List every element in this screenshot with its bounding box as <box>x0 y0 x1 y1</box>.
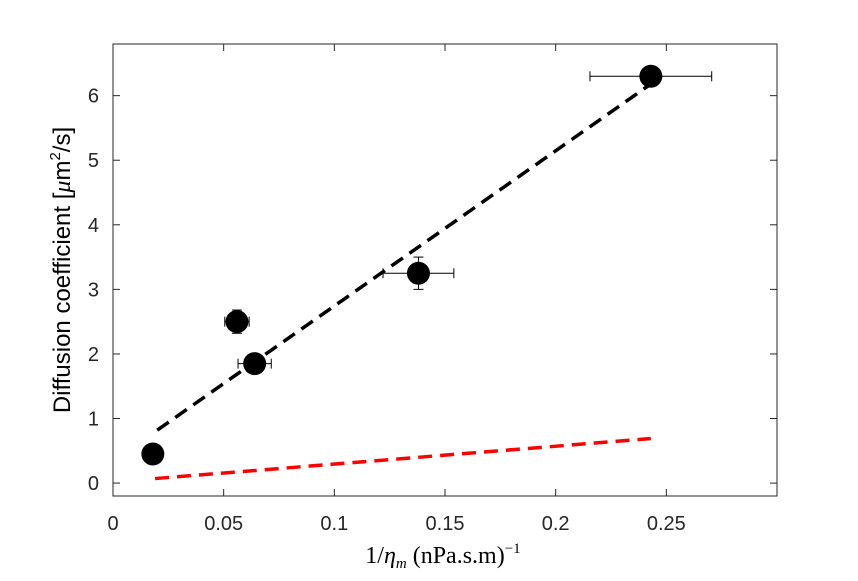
x-axis-label: 1/ηm (nPa.s.m)−1 <box>365 541 520 572</box>
x-tick-label: 0.15 <box>426 513 465 535</box>
y-axis-label-exponent: 2 <box>47 152 64 160</box>
y-axis-label-mu: μ <box>50 181 76 194</box>
black-dashed-fit-line <box>156 82 652 432</box>
x-axis-label-exponent: −1 <box>505 541 521 557</box>
y-tick-label: 3 <box>88 279 99 301</box>
data-point <box>406 261 430 285</box>
x-tick-label: 0.2 <box>542 513 570 535</box>
data-point <box>225 310 249 334</box>
red-dashed-line <box>154 436 651 481</box>
data-point <box>141 442 165 466</box>
x-axis-label-prefix: 1/ <box>365 543 384 569</box>
y-axis-label-text: Diffusion coefficient [ <box>49 192 76 413</box>
y-axis-label-unit: m <box>49 161 76 181</box>
y-tick-label: 2 <box>88 344 99 366</box>
y-axis-label-suffix: /s] <box>49 127 76 152</box>
x-tick-label: 0.05 <box>204 513 243 535</box>
y-axis-label: Diffusion coefficient [μm2/s] <box>47 127 76 413</box>
y-tick-label: 6 <box>88 86 99 108</box>
data-point <box>639 64 663 88</box>
plot-area-frame <box>112 43 778 497</box>
x-tick-label: 0 <box>107 513 118 535</box>
y-tick-label: 5 <box>88 150 99 172</box>
y-tick-label: 0 <box>88 473 99 495</box>
x-tick-label: 0.25 <box>647 513 686 535</box>
x-tick-label: 0.1 <box>320 513 348 535</box>
x-axis-label-symbol: η <box>384 543 396 569</box>
y-tick-label: 4 <box>88 215 99 237</box>
y-tick-label: 1 <box>88 409 99 431</box>
x-axis-label-subscript: m <box>396 556 407 572</box>
data-point <box>243 352 267 376</box>
x-axis-label-unit: (nPa.s.m) <box>407 543 505 569</box>
